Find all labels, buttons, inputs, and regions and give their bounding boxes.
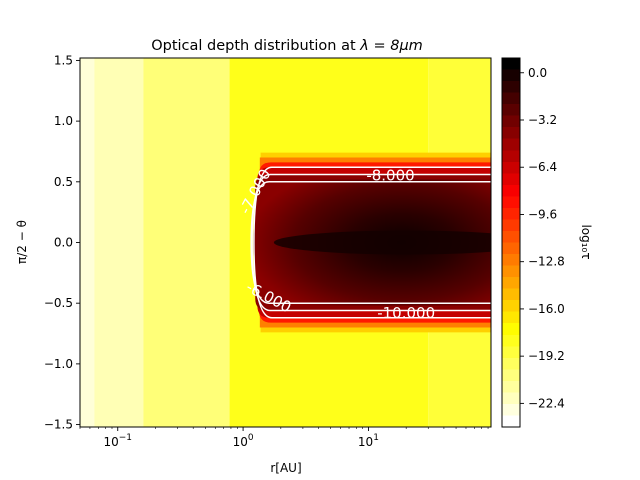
contour-line-outer (253, 166, 491, 319)
background-band-0 (80, 58, 95, 427)
colorbar-gradient (501, 57, 521, 428)
colorbar: 0.0 −3.2 −6.4 −9.6 −12.8 −16.0 −19.2 −22.4 log₁… (501, 57, 593, 428)
colorbar-tick-label-0: 0.0 (528, 66, 547, 80)
x-tick-label-2: 101 (358, 433, 379, 449)
chart-title: Optical depth distribution at λ = 8μm (151, 38, 423, 54)
x-tick-label-1: 100 (233, 433, 254, 449)
plot-area (80, 58, 491, 427)
x-axis-ticks: 10−1 100 101 (79, 427, 489, 449)
y-axis-label: π/2 − θ (15, 220, 29, 264)
x-axis-label: r[AU] (270, 461, 301, 475)
x-tick-label-0: 10−1 (103, 433, 132, 449)
y-tick-label-3: 0.0 (54, 236, 73, 250)
contour-lines (250, 166, 491, 319)
y-tick-label-0: 1.5 (54, 53, 73, 67)
colorbar-tick-label-5: −16.0 (528, 302, 565, 316)
y-tick-label-4: −0.5 (44, 296, 73, 310)
colorbar-label: log₁₀τ (579, 224, 593, 259)
colorbar-tick-label-3: −9.6 (528, 207, 557, 221)
contour-label-0: -8.000 (366, 167, 414, 185)
colorbar-tick-label-6: −19.2 (528, 349, 565, 363)
colorbar-ticks: 0.0 −3.2 −6.4 −9.6 −12.8 −16.0 −19.2 −22.4 (520, 66, 565, 410)
contour-line-middle (251, 173, 491, 312)
y-tick-label-2: 0.5 (54, 175, 73, 189)
background-band-1 (94, 58, 144, 427)
y-axis-ticks: 1.5 1.0 0.5 0.0 −0.5 −1.0 −1.5 (44, 53, 80, 432)
background-band-2 (143, 58, 230, 427)
colorbar-tick-label-2: −6.4 (528, 160, 557, 174)
colorbar-tick-label-4: −12.8 (528, 255, 565, 269)
colorbar-tick-label-7: −22.4 (528, 396, 565, 410)
colorbar-tick-label-1: −3.2 (528, 113, 557, 127)
y-tick-label-6: −1.5 (44, 418, 73, 432)
contour-line-inner (250, 181, 491, 304)
y-tick-label-5: −1.0 (44, 357, 73, 371)
disk-region (253, 152, 491, 333)
y-tick-label-1: 1.0 (54, 114, 73, 128)
disk-midplane (273, 230, 491, 255)
contour-label-1: -10.000 (377, 304, 435, 322)
